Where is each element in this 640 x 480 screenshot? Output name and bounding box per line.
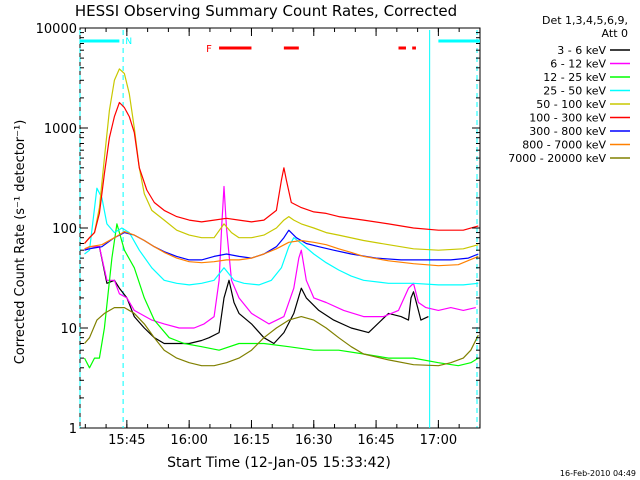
series-line-4 <box>84 68 479 251</box>
legend-label-6: 300 - 800 keV <box>529 125 606 138</box>
series-line-1 <box>84 185 476 329</box>
legend-header-line-2: Att 0 <box>602 27 628 40</box>
legend-label-8: 7000 - 20000 keV <box>508 152 606 165</box>
y-tick-label-2: 100 <box>52 222 77 237</box>
x-axis-label: Start Time (12-Jan-05 15:33:42) <box>167 455 391 471</box>
legend-label-0: 3 - 6 keV <box>557 44 606 57</box>
series-line-0 <box>84 246 429 345</box>
footer-date: 16-Feb-2010 04:49 <box>560 469 636 478</box>
flare-flag-label: F <box>206 44 212 55</box>
y-tick-label-3: 1000 <box>44 122 77 137</box>
x-tick-label-0: 15:45 <box>108 433 145 448</box>
series-line-3 <box>84 187 479 286</box>
legend-label-1: 6 - 12 keV <box>550 58 606 71</box>
y-tick-label-4: 10000 <box>36 22 77 37</box>
legend-label-7: 800 - 7000 keV <box>522 139 606 152</box>
legend-label-2: 12 - 25 keV <box>543 71 606 84</box>
series-line-5 <box>84 101 479 244</box>
series-line-7 <box>84 231 479 267</box>
series-line-2 <box>83 223 479 369</box>
chart-title: HESSI Observing Summary Count Rates, Cor… <box>75 2 457 20</box>
legend-header-line-1: Det 1,3,4,5,6,9, <box>542 14 628 27</box>
series-line-8 <box>84 307 479 367</box>
x-tick-label-1: 16:00 <box>170 433 207 448</box>
night-flag-label: N <box>125 37 132 47</box>
y-tick-label-0: 1 <box>69 422 77 437</box>
y-tick-label-1: 10 <box>60 322 77 337</box>
x-tick-label-4: 16:45 <box>357 433 394 448</box>
legend-label-5: 100 - 300 keV <box>529 112 606 125</box>
x-tick-label-3: 16:30 <box>295 433 332 448</box>
legend-label-4: 50 - 100 keV <box>536 98 606 111</box>
y-axis-label: Corrected Count Rate (s⁻¹ detector⁻¹) <box>13 120 28 365</box>
plot-area: N F 1 10 100 1000 10000 15:45 16:00 16:15 16:30 16:… <box>36 22 481 448</box>
x-tick-label-2: 16:15 <box>233 433 270 448</box>
x-tick-label-5: 17:00 <box>420 433 457 448</box>
legend-label-3: 25 - 50 keV <box>543 85 606 98</box>
